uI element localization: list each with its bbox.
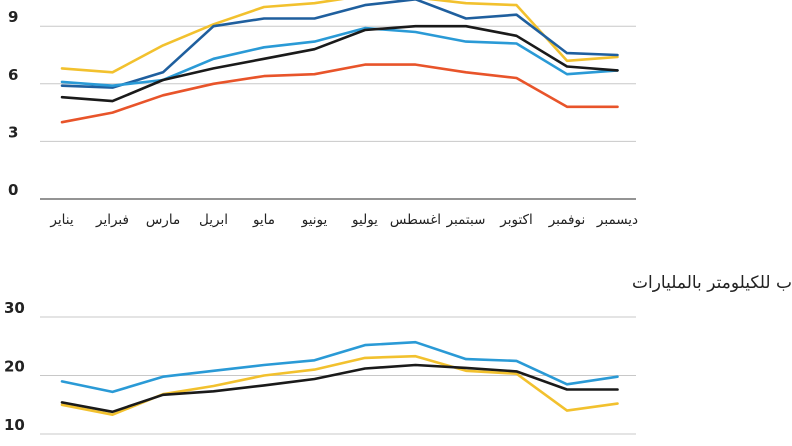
x-tick-label: مايو [252, 212, 275, 228]
x-tick-label: اكتوبر [499, 212, 532, 228]
y-tick-label: 30 [4, 299, 25, 317]
series-line [60, 26, 619, 87]
y-tick-label: 0 [8, 181, 18, 199]
y-tick-label: 6 [8, 66, 18, 84]
series-line [60, 363, 619, 414]
x-tick-label: سبتمبر [446, 212, 486, 228]
x-tick-label: ابريل [199, 212, 228, 228]
y-tick-label: 20 [4, 358, 25, 376]
series-line [60, 354, 619, 417]
x-tick-label: يونيو [301, 212, 328, 228]
x-tick-label: نوفمبر [548, 212, 586, 228]
series-line [60, 24, 619, 103]
series-line [60, 63, 619, 124]
series-line [60, 0, 619, 89]
y-tick-label: 9 [8, 8, 18, 26]
chart-bottom: الإيرادات الشهرية للركاب للكيلومتر بالمل… [4, 273, 792, 435]
x-tick-label: ديسمبر [596, 212, 638, 228]
chart-top: 0 3 6 9 يناير فبراير مارس ابريل مايو يونيو يوليو اغ… [8, 0, 638, 228]
x-tick-label: اغسطس [390, 212, 441, 228]
x-tick-label: يناير [49, 212, 73, 228]
x-tick-label: فبراير [95, 212, 129, 228]
chart-bottom-title: الإيرادات الشهرية للركاب للكيلومتر بالمل… [632, 273, 792, 293]
x-tick-label: يوليو [351, 212, 378, 228]
y-tick-label: 3 [8, 123, 18, 141]
series-line [60, 0, 619, 74]
x-tick-label: مارس [146, 212, 180, 228]
y-tick-label: 10 [4, 416, 25, 434]
series-line [60, 340, 619, 394]
